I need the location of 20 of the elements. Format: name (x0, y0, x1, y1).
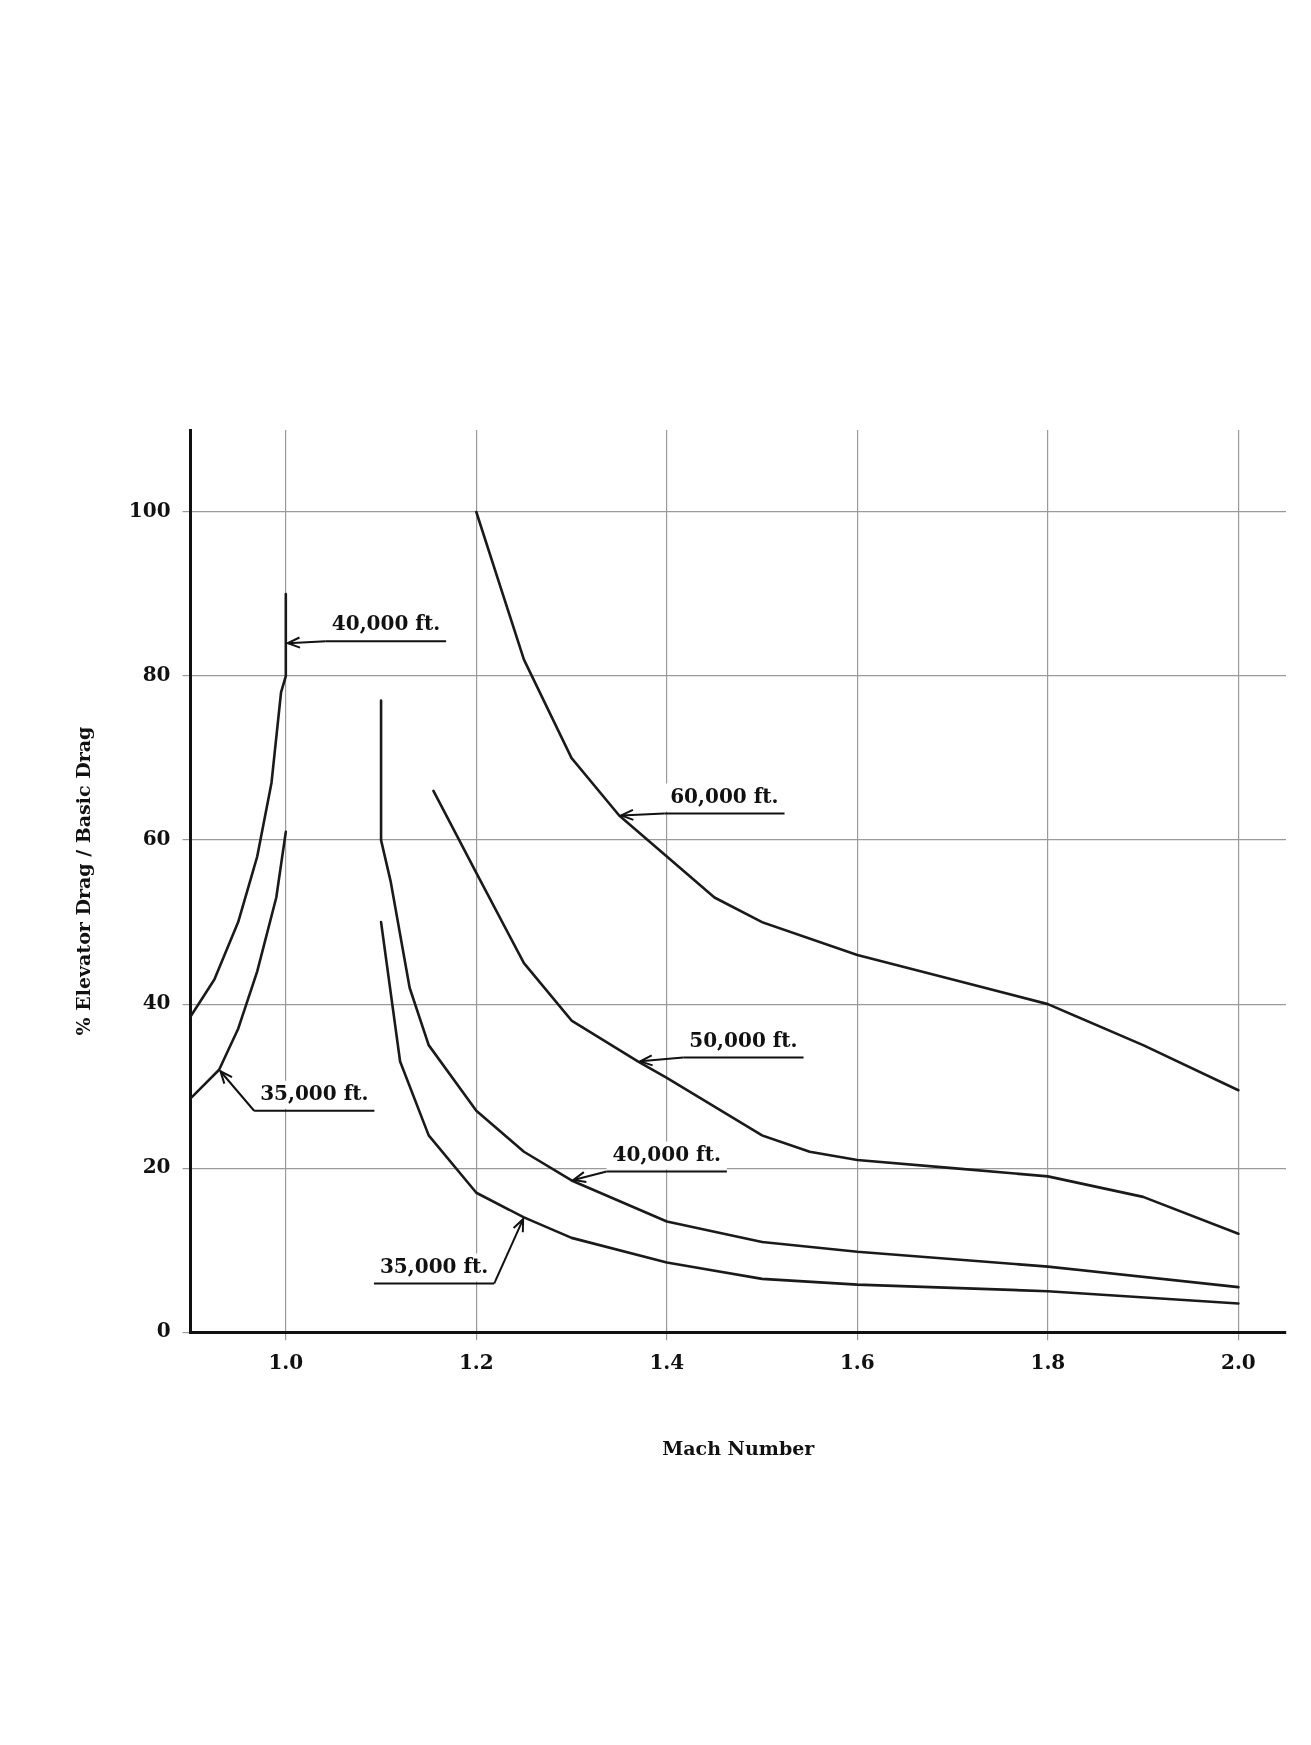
annotation: 40,000 ft. (612, 1141, 721, 1166)
y-tick-label: 0 (156, 1318, 171, 1343)
x-tick-label: 1.2 (458, 1350, 494, 1375)
x-tick-label: 1.6 (839, 1350, 875, 1375)
y-tick-label: 100 (128, 498, 171, 523)
x-axis-title: Mach Number (662, 1436, 816, 1459)
x-tick-label: 2.0 (1220, 1350, 1256, 1375)
annotation: 60,000 ft. (670, 783, 779, 808)
x-tick-label: 1.4 (649, 1350, 685, 1375)
annotation: 35,000 ft. (260, 1080, 369, 1105)
y-tick-label: 60 (142, 826, 171, 851)
y-tick-label: 80 (142, 662, 171, 687)
x-tick-label: 1.8 (1030, 1350, 1066, 1375)
annotation: 40,000 ft. (331, 611, 441, 636)
y-tick-label: 20 (142, 1154, 171, 1179)
annotation: 50,000 ft. (689, 1027, 798, 1052)
y-tick-label: 40 (142, 990, 171, 1015)
y-axis-title: % Elevator Drag / Basic Drag (72, 726, 95, 1036)
annotation: 35,000 ft. (379, 1253, 489, 1278)
x-tick-label: 1.0 (268, 1350, 304, 1375)
